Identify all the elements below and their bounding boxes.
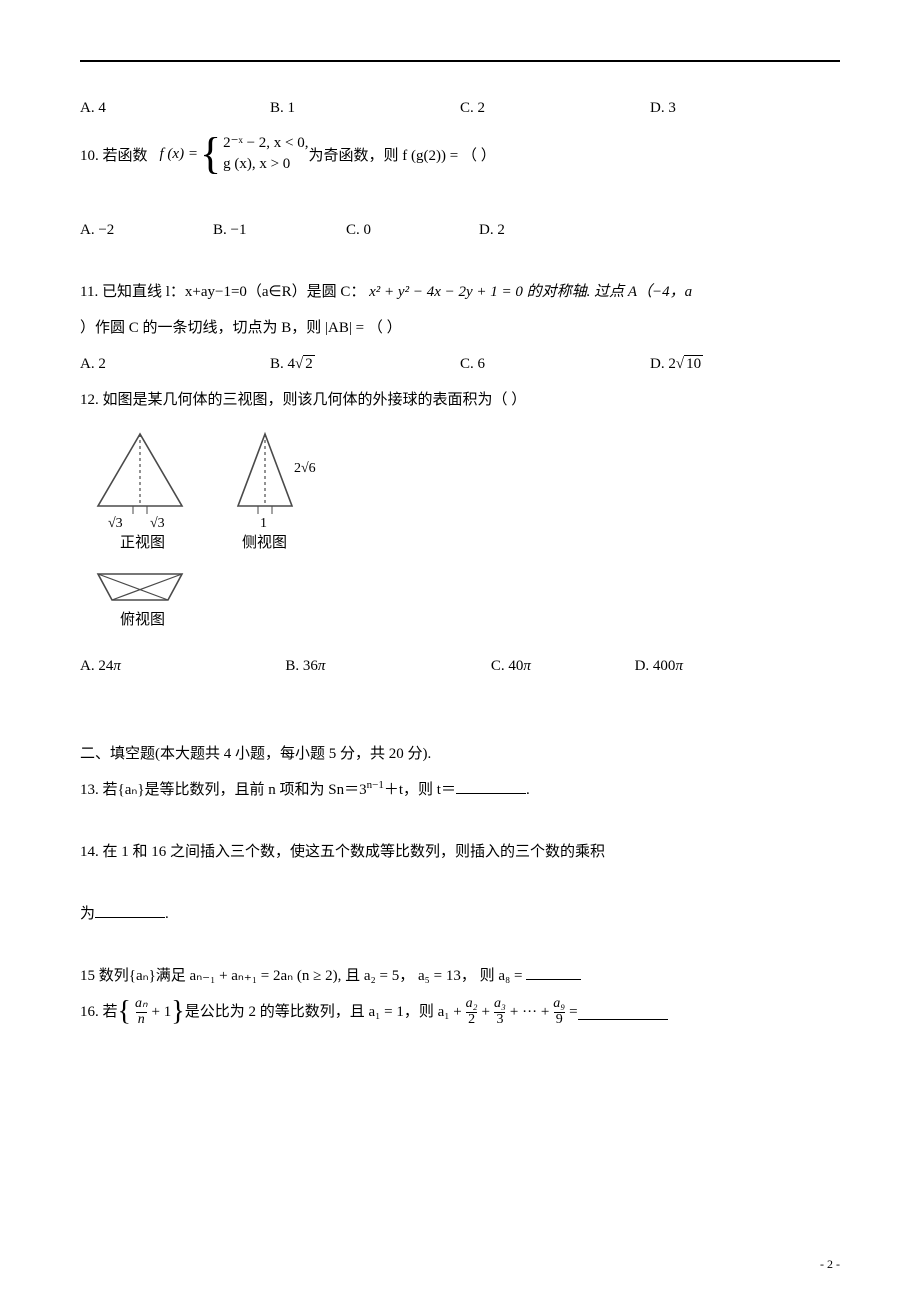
q12-opt-b: B. 36π — [285, 648, 490, 684]
q10-brace: { — [200, 132, 221, 176]
q10-case2: g (x), x > 0 — [223, 154, 308, 175]
top-rule — [80, 60, 840, 62]
q11-line1: 11. 已知直线 l：x+ay−1=0（a∈R）是圆 C： x² + y² − … — [80, 274, 840, 310]
q11-l1a: 11. 已知直线 l：x+ay−1=0（a∈R）是圆 C： — [80, 284, 365, 300]
q11-opt-a: A. 2 — [80, 346, 270, 382]
svg-text:正视图: 正视图 — [120, 534, 165, 551]
q10-stem: 10. 若函数 f (x) = { 2⁻ˣ − 2, x < 0, g (x),… — [80, 132, 840, 176]
q9-opt-a: A. 4 — [80, 90, 270, 126]
q13-b: ＋t，则 t＝ — [384, 782, 456, 798]
svg-text:侧视图: 侧视图 — [242, 534, 287, 551]
q10-opt-d: D. 2 — [479, 212, 612, 248]
q12-stem: 12. 如图是某几何体的三视图，则该几何体的外接球的表面积为（ ） — [80, 382, 840, 418]
q16-frac-a3-3: a₃ 3 — [492, 997, 508, 1027]
q11-opt-b: B. 42 — [270, 346, 460, 382]
q16-lbrace: { — [118, 998, 131, 1026]
svg-text:√3: √3 — [108, 516, 123, 531]
q16-a2: a₂ — [464, 997, 480, 1012]
q16-frac-a9-9: a₉ 9 — [551, 997, 567, 1027]
q11-opt-d: D. 210 — [650, 346, 840, 382]
q16-plus1: + 1 — [152, 994, 172, 1030]
q14-l2a: 为 — [80, 906, 95, 922]
q15-blank — [526, 964, 581, 980]
q10-cases: 2⁻ˣ − 2, x < 0, g (x), x > 0 — [223, 133, 308, 175]
q9-opt-d: D. 3 — [650, 90, 840, 126]
svg-text:√3: √3 — [150, 516, 165, 531]
q14-blank — [95, 902, 165, 918]
q13-a: 13. 若{aₙ}是等比数列，且前 n 项和为 Sn＝3 — [80, 782, 367, 798]
q16-a9: a₉ — [551, 997, 567, 1012]
q16-dots: + ··· + — [510, 994, 549, 1030]
q13: 13. 若{aₙ}是等比数列，且前 n 项和为 Sn＝3n−1＋t，则 t＝. — [80, 772, 840, 808]
q14-line1: 14. 在 1 和 16 之间插入三个数，使这五个数成等比数列，则插入的三个数的… — [80, 834, 840, 870]
q12-opt-d: D. 400π — [635, 648, 840, 684]
q16-a3: a₃ — [492, 997, 508, 1012]
q16-rbrace: } — [171, 998, 184, 1026]
q14-l2b: . — [165, 906, 169, 922]
q16-eq: = — [569, 994, 577, 1030]
q9-opt-c: C. 2 — [460, 90, 650, 126]
svg-text:俯视图: 俯视图 — [120, 611, 165, 628]
section2-heading: 二、填空题(本大题共 4 小题，每小题 5 分，共 20 分). — [80, 736, 840, 772]
q13-c: . — [526, 782, 530, 798]
svg-text:2√6: 2√6 — [294, 461, 316, 476]
q16-a: 16. 若 — [80, 994, 118, 1030]
q12-options: A. 24π B. 36π C. 40π D. 400π — [80, 648, 840, 684]
q11-l1b: x² + y² − 4x − 2y + 1 = 0 的对称轴. 过点 A（−4，… — [369, 284, 692, 300]
q13-blank — [456, 778, 526, 794]
q16-d9: 9 — [554, 1012, 565, 1028]
q15: 15 数列{aₙ}满足 aₙ₋₁ + aₙ₊₁ = 2aₙ (n ≥ 2), 且… — [80, 958, 840, 994]
q16: 16. 若 { aₙ n + 1 } 是公比为 2 的等比数列，且 a₁ = 1… — [80, 994, 840, 1030]
q12-opt-a: A. 24π — [80, 648, 285, 684]
q10-options: A. −2 B. −1 C. 0 D. 2 — [80, 212, 612, 248]
q12-opt-c: C. 40π — [491, 648, 635, 684]
q10-opt-b: B. −1 — [213, 212, 346, 248]
q10-fx: f (x) = — [160, 146, 198, 163]
q16-blank — [578, 1004, 668, 1020]
q16-n: n — [136, 1012, 147, 1028]
q16-plus-a: + — [482, 994, 490, 1030]
q10-opt-a: A. −2 — [80, 212, 213, 248]
q13-sup: n−1 — [367, 779, 384, 791]
q11-line2: ）作圆 C 的一条切线，切点为 B，则 |AB| = （ ） — [80, 310, 840, 346]
q16-b: 是公比为 2 的等比数列，且 a₁ = 1，则 a₁ + — [185, 994, 462, 1030]
q10-case1: 2⁻ˣ − 2, x < 0, — [223, 133, 308, 154]
q10-mid: 为奇函数，则 f (g(2)) = （ ） — [309, 144, 496, 165]
page-number: - 2 - — [820, 1257, 840, 1272]
q16-frac-a2-2: a₂ 2 — [464, 997, 480, 1027]
q15-a: 15 数列{aₙ}满足 aₙ₋₁ + aₙ₊₁ = 2aₙ (n ≥ 2), 且… — [80, 968, 526, 984]
q16-d2: 2 — [466, 1012, 477, 1028]
svg-text:1: 1 — [260, 516, 267, 531]
q11-options: A. 2 B. 42 C. 6 D. 210 — [80, 346, 840, 382]
q16-an: aₙ — [133, 997, 150, 1012]
q10-prefix: 10. 若函数 — [80, 144, 148, 165]
q12-figure: √3 √3 正视图 2√6 1 侧视图 俯视图 — [80, 424, 360, 646]
q16-frac-an-n: aₙ n — [133, 997, 150, 1027]
q14-line2: 为. — [80, 896, 840, 932]
q9-opt-b: B. 1 — [270, 90, 460, 126]
q9-options: A. 4 B. 1 C. 2 D. 3 — [80, 90, 840, 126]
q11-opt-c: C. 6 — [460, 346, 650, 382]
q16-d3: 3 — [494, 1012, 505, 1028]
q10-opt-c: C. 0 — [346, 212, 479, 248]
